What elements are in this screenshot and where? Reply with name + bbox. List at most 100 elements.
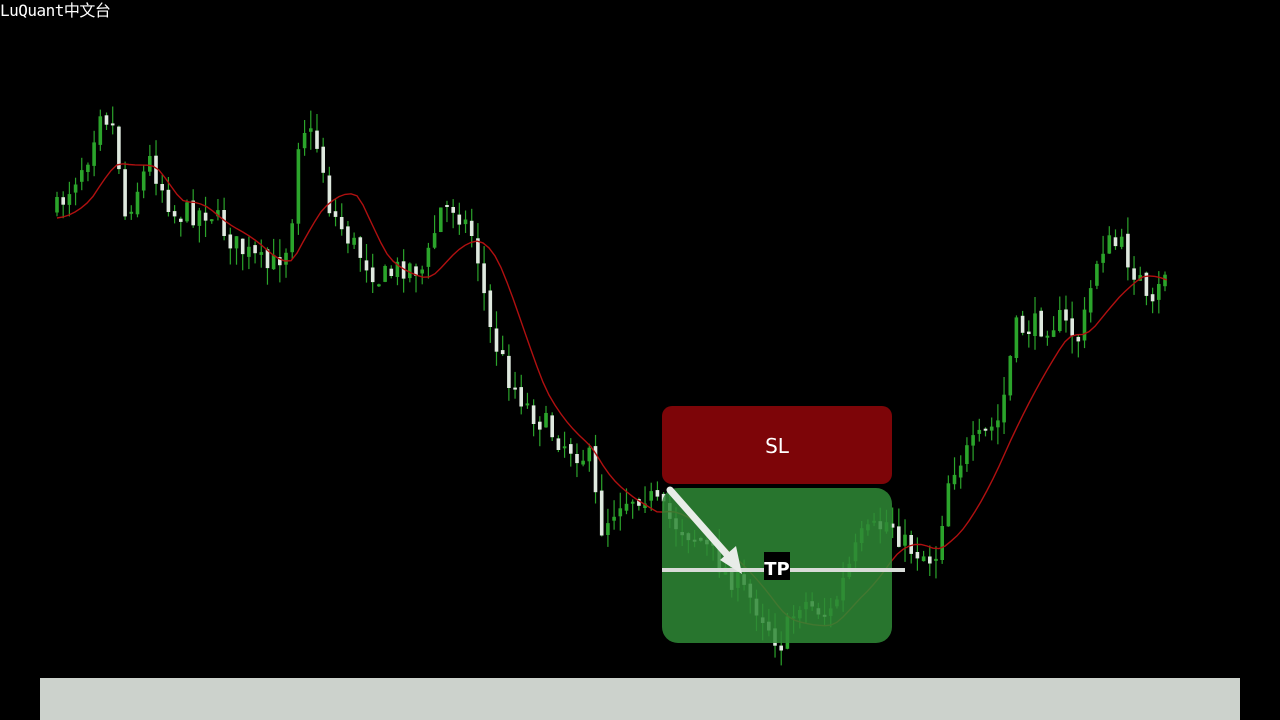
candle-body [364, 260, 369, 271]
candle-body [216, 210, 220, 217]
stop-loss-label: SL [765, 434, 790, 458]
candle-body [179, 218, 183, 222]
candle-body [154, 155, 158, 184]
candle-body [383, 266, 387, 282]
candle-body [271, 254, 276, 270]
candle-body [1119, 236, 1124, 247]
candle-body [519, 387, 523, 407]
candle-body [958, 465, 963, 478]
arrow-head-icon [720, 546, 742, 574]
take-profit-label: TP [764, 559, 789, 580]
candle-body [1107, 235, 1112, 254]
candle-body [117, 126, 121, 170]
candle-body [86, 164, 90, 172]
candle-body [67, 194, 72, 205]
candle-body [1014, 317, 1019, 358]
candle-body [148, 156, 152, 172]
price-chart: SL TP [55, 106, 1168, 666]
candle-body [525, 403, 530, 406]
candle-body [928, 556, 932, 564]
candle-body [191, 200, 195, 226]
candle-body [315, 130, 319, 149]
bottom-bar [40, 678, 1240, 720]
candle-body [965, 445, 969, 464]
candle-body [1082, 309, 1087, 341]
candle-body [290, 223, 294, 253]
candle-body [500, 350, 505, 355]
candle-body [284, 252, 288, 265]
candle-body [890, 523, 895, 528]
candle-body [439, 207, 443, 232]
candle-body [185, 202, 189, 222]
candle-body [550, 415, 554, 438]
candle-body [569, 444, 573, 454]
candle-body [940, 526, 944, 560]
candle-body [630, 501, 635, 504]
candle-body [1126, 233, 1130, 268]
candle-body [1027, 331, 1031, 334]
candle-body [420, 269, 424, 274]
candle-body [247, 246, 251, 257]
candle-body [1064, 309, 1068, 321]
candle-body [278, 257, 282, 266]
candle-body [655, 490, 660, 497]
candle-body [1088, 288, 1093, 313]
candle-body [253, 245, 257, 254]
candle-body [228, 234, 233, 249]
candle-body [513, 387, 517, 390]
candle-body [1095, 263, 1099, 286]
candle-body [544, 413, 548, 428]
candle-body [1045, 335, 1050, 338]
stop-loss-zone [662, 406, 892, 484]
candle-body [971, 435, 975, 446]
candle-body [897, 526, 901, 547]
candle-body [989, 426, 994, 431]
candle-body [234, 236, 239, 249]
candle-body [1039, 310, 1043, 337]
candle-body [80, 170, 84, 182]
candle-body [599, 490, 604, 536]
candle-body [401, 261, 406, 279]
candle-body [612, 516, 616, 521]
candle-body [265, 249, 270, 269]
candle-body [389, 268, 394, 276]
candle-body [488, 290, 493, 327]
candle-body [1076, 336, 1081, 342]
candle-body [476, 238, 480, 264]
candle-body [73, 184, 78, 193]
candle-body [1163, 274, 1167, 287]
candle-body [946, 483, 951, 527]
candle-body [587, 447, 592, 462]
candle-body [575, 454, 579, 464]
candle-body [507, 355, 511, 388]
candle-body [426, 247, 431, 267]
candle-body [321, 146, 325, 173]
candle-body [1144, 272, 1149, 296]
candle-body [408, 263, 412, 279]
trade-direction-arrow [666, 486, 734, 562]
candle-body [482, 263, 486, 294]
candle-body [977, 429, 982, 434]
candle-body [606, 523, 610, 535]
take-profit-label-bg [764, 552, 790, 580]
candle-body [160, 184, 164, 191]
candle-body [432, 233, 437, 248]
candle-body [1058, 310, 1062, 331]
candle-body [921, 556, 926, 562]
candle-body [1020, 315, 1025, 333]
candle-body [952, 474, 957, 485]
candle-body [637, 499, 641, 506]
candle-body [414, 266, 418, 276]
candle-body [358, 237, 363, 258]
candle-body [903, 534, 907, 546]
candle-body [934, 558, 938, 561]
candle-body [123, 169, 127, 217]
watermark-text: LuQuant中文台 [0, 1, 111, 20]
candle-body [203, 212, 208, 221]
candle-body [1002, 394, 1006, 423]
candle-body [61, 197, 65, 205]
candle-body [172, 211, 177, 217]
candle-body [55, 197, 59, 213]
candle-body [494, 328, 499, 352]
candle-body [352, 237, 356, 245]
